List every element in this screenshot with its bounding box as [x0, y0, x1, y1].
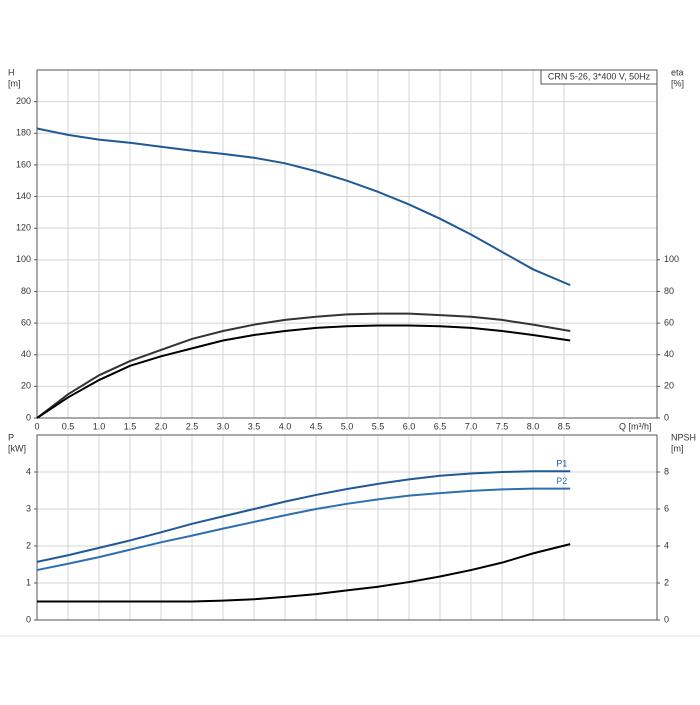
- y2-tick-label: 0: [664, 412, 669, 422]
- x-tick-label: 0.5: [62, 421, 75, 431]
- x-tick-label: 8.0: [527, 421, 540, 431]
- y2-tick-label: 4: [664, 540, 669, 550]
- y2-tick-label: 6: [664, 503, 669, 513]
- x-tick-label: 0: [34, 421, 39, 431]
- y-tick-label: 80: [21, 286, 31, 296]
- y-tick-label: 200: [16, 96, 31, 106]
- y-tick-label: 20: [21, 381, 31, 391]
- y-tick-label: 40: [21, 349, 31, 359]
- x-tick-label: 1.0: [93, 421, 106, 431]
- x-tick-label: 7.5: [496, 421, 509, 431]
- y-tick-label: 180: [16, 128, 31, 138]
- x-tick-label: 5.5: [372, 421, 385, 431]
- y2-axis-label: [m]: [671, 443, 684, 453]
- annotation: CRN 5-26, 3*400 V, 50Hz: [548, 71, 651, 81]
- y2-tick-label: 20: [664, 381, 674, 391]
- y-tick-label: 2: [26, 540, 31, 550]
- y-tick-label: 100: [16, 254, 31, 264]
- plot-frame: [36, 434, 658, 621]
- x-tick-label: 4.0: [279, 421, 292, 431]
- y-axis-label: [kW]: [8, 443, 26, 453]
- curve: [36, 324, 571, 419]
- y-tick-label: 140: [16, 191, 31, 201]
- x-tick-label: 8.5: [558, 421, 571, 431]
- y2-tick-label: 2: [664, 577, 669, 587]
- y2-tick-label: 60: [664, 317, 674, 327]
- plot-frame: [36, 69, 658, 419]
- y2-tick-label: 40: [664, 349, 674, 359]
- y2-axis-label: eta: [671, 67, 684, 77]
- x-tick-label: 2.5: [186, 421, 199, 431]
- curve: [36, 312, 571, 419]
- curve: [36, 470, 571, 563]
- x-tick-label: 3.0: [217, 421, 230, 431]
- y-axis-label: P: [8, 432, 14, 442]
- curve-label: P1: [556, 459, 567, 469]
- y-tick-label: 160: [16, 159, 31, 169]
- x-tick-label: 5.0: [341, 421, 354, 431]
- y-tick-label: 0: [26, 614, 31, 624]
- y2-axis-label: [%]: [671, 78, 684, 88]
- y-tick-label: 60: [21, 317, 31, 327]
- y-tick-label: 0: [26, 412, 31, 422]
- x-tick-label: 6.0: [403, 421, 416, 431]
- x-tick-label: 7.0: [465, 421, 478, 431]
- y2-axis-label: NPSH: [671, 432, 696, 442]
- y-axis-label: [m]: [8, 78, 21, 88]
- x-tick-label: 2.0: [155, 421, 168, 431]
- x-axis-label: Q [m³/h]: [619, 421, 652, 431]
- y-tick-label: 4: [26, 466, 31, 476]
- y2-tick-label: 8: [664, 466, 669, 476]
- y-tick-label: 1: [26, 577, 31, 587]
- curve: [37, 543, 571, 603]
- y2-tick-label: 80: [664, 286, 674, 296]
- y-tick-label: 3: [26, 503, 31, 513]
- x-tick-label: 1.5: [124, 421, 137, 431]
- y-tick-label: 120: [16, 223, 31, 233]
- x-tick-label: 3.5: [248, 421, 261, 431]
- annotation-box: [540, 69, 658, 85]
- curve: [36, 487, 571, 572]
- y2-tick-label: 0: [664, 614, 669, 624]
- x-tick-label: 6.5: [434, 421, 447, 431]
- y-axis-label: H: [8, 67, 15, 77]
- x-tick-label: 4.5: [310, 421, 323, 431]
- curve-label: P2: [556, 476, 567, 486]
- y2-tick-label: 100: [664, 254, 679, 264]
- curve: [36, 127, 571, 287]
